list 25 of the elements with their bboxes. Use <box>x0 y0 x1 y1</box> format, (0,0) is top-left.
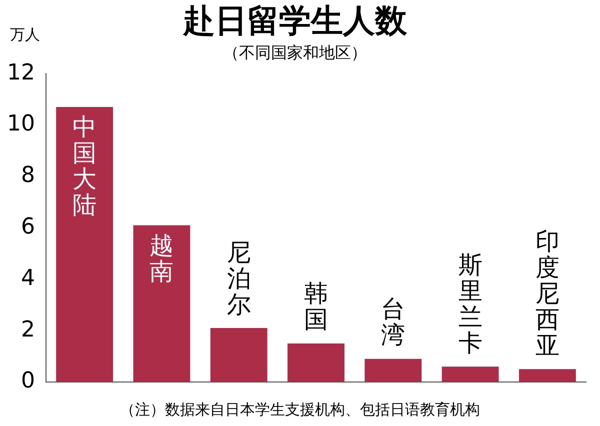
bar <box>518 369 576 382</box>
bar <box>133 225 190 382</box>
y-tick-label: 10 <box>6 112 35 137</box>
y-tick-label: 8 <box>20 163 35 188</box>
x-tick-label: 中国大陆 <box>72 113 97 220</box>
chart-title: 赴日留学生人数 <box>182 2 408 40</box>
chart-subtitle: （不同国家和地区） <box>223 43 367 62</box>
y-tick-label: 4 <box>20 266 35 291</box>
x-tick-label: 印度尼西亚 <box>535 227 560 360</box>
bar <box>288 343 344 382</box>
y-tick-label: 6 <box>20 214 35 240</box>
bar <box>56 107 114 382</box>
y-tick-label: 12 <box>6 60 35 86</box>
bar <box>210 328 268 382</box>
bar <box>442 366 499 382</box>
y-axis-title: 万人 <box>10 25 40 44</box>
x-tick-label: 尼泊尔 <box>226 238 251 318</box>
y-tick-label: 0 <box>20 368 35 394</box>
x-tick-label: 斯里兰卡 <box>458 250 482 357</box>
y-tick-label: 2 <box>20 317 35 342</box>
text: （注）数据来自日本学生支援机构、包括日语教育机构 <box>120 400 480 418</box>
x-tick-label: 越南 <box>150 231 174 286</box>
bar <box>364 358 422 382</box>
x-tick-label: 台湾 <box>381 295 406 350</box>
x-tick-label: 韩国 <box>304 280 328 334</box>
